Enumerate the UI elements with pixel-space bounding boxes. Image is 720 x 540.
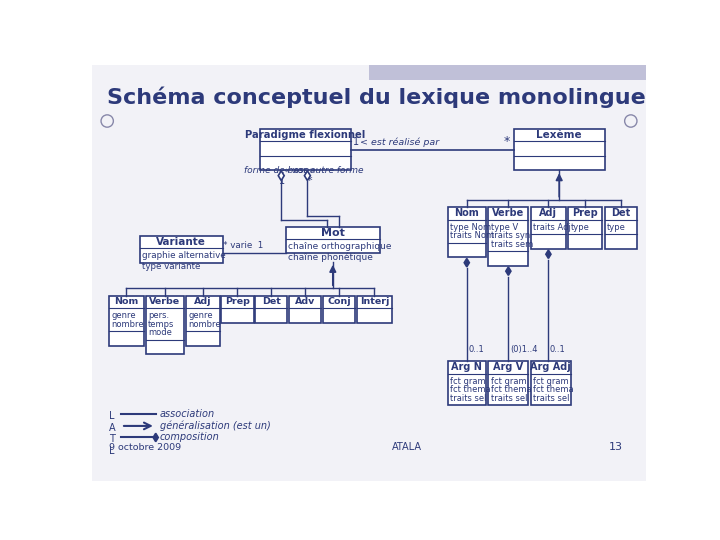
Text: type: type bbox=[571, 222, 590, 232]
Text: < est réalisé par: < est réalisé par bbox=[360, 137, 439, 147]
Bar bbox=[488, 207, 528, 266]
Bar bbox=[221, 296, 253, 323]
Bar bbox=[488, 361, 528, 405]
Text: ATALA: ATALA bbox=[392, 442, 422, 452]
Bar bbox=[448, 361, 486, 405]
Bar bbox=[260, 129, 351, 170]
Text: Adj: Adj bbox=[539, 208, 557, 218]
Polygon shape bbox=[305, 171, 310, 180]
Text: genre: genre bbox=[111, 311, 135, 320]
Text: 13: 13 bbox=[609, 442, 623, 452]
Text: Adj: Adj bbox=[194, 298, 212, 307]
Text: traits syn: traits syn bbox=[490, 231, 530, 240]
Text: Det: Det bbox=[262, 298, 281, 307]
Text: Prep: Prep bbox=[225, 298, 250, 307]
Text: temps: temps bbox=[148, 320, 174, 329]
Text: Lexème: Lexème bbox=[536, 130, 582, 140]
Text: 0..1: 0..1 bbox=[550, 345, 566, 354]
Text: T: T bbox=[109, 434, 114, 444]
Text: Arg Adj: Arg Adj bbox=[531, 362, 571, 373]
Text: Paradigme flexionnel: Paradigme flexionnel bbox=[245, 130, 365, 140]
Bar bbox=[255, 296, 287, 323]
Text: type Nom: type Nom bbox=[450, 222, 491, 232]
Bar bbox=[531, 207, 566, 249]
Text: pers.: pers. bbox=[148, 311, 169, 320]
Bar bbox=[323, 296, 355, 323]
Text: Verbe: Verbe bbox=[149, 298, 181, 307]
Text: fct thema: fct thema bbox=[533, 385, 574, 394]
Text: *: * bbox=[307, 176, 312, 186]
Text: traits sem: traits sem bbox=[490, 240, 533, 248]
Text: Mot: Mot bbox=[321, 228, 345, 238]
Bar bbox=[514, 129, 605, 170]
Text: traits sel: traits sel bbox=[450, 394, 486, 403]
Bar bbox=[109, 296, 144, 346]
Text: type: type bbox=[607, 222, 626, 232]
Text: Adv: Adv bbox=[295, 298, 315, 307]
Bar bbox=[605, 207, 637, 249]
Text: *: * bbox=[504, 135, 510, 148]
Text: Nom: Nom bbox=[114, 298, 138, 307]
Text: fct gram: fct gram bbox=[490, 377, 526, 386]
Bar bbox=[286, 226, 379, 253]
Text: généralisation (est un): généralisation (est un) bbox=[160, 421, 270, 431]
Text: traits sel: traits sel bbox=[490, 394, 527, 403]
Bar bbox=[448, 207, 486, 257]
Text: fct gram: fct gram bbox=[533, 377, 569, 386]
Text: chaîne orthographique
chaîne phonétique: chaîne orthographique chaîne phonétique bbox=[288, 242, 392, 262]
Text: 0..1: 0..1 bbox=[468, 345, 484, 354]
Text: Schéma conceptuel du lexique monolingue: Schéma conceptuel du lexique monolingue bbox=[107, 86, 646, 108]
Text: traits Adj: traits Adj bbox=[533, 222, 571, 232]
Text: traits Nom: traits Nom bbox=[450, 231, 494, 240]
Text: traits sel: traits sel bbox=[533, 394, 570, 403]
Polygon shape bbox=[278, 171, 284, 180]
Text: graphie alternative
type variante: graphie alternative type variante bbox=[142, 251, 225, 271]
Text: 1: 1 bbox=[279, 176, 285, 186]
Bar bbox=[140, 236, 222, 262]
Bar bbox=[289, 296, 321, 323]
Text: Arg V: Arg V bbox=[493, 362, 523, 373]
Text: * varie  1: * varie 1 bbox=[223, 241, 264, 250]
Text: Arg N: Arg N bbox=[451, 362, 482, 373]
Text: fct thema: fct thema bbox=[490, 385, 531, 394]
Text: Nom: Nom bbox=[454, 208, 480, 218]
Text: Verbe: Verbe bbox=[492, 208, 524, 218]
Text: nombre: nombre bbox=[111, 320, 144, 329]
Text: Conj: Conj bbox=[327, 298, 351, 307]
Bar bbox=[145, 296, 184, 354]
Text: type V: type V bbox=[490, 222, 518, 232]
Text: Variante: Variante bbox=[156, 237, 206, 247]
Text: Prep: Prep bbox=[572, 208, 598, 218]
Text: L: L bbox=[109, 411, 114, 421]
Text: fct thema: fct thema bbox=[450, 385, 490, 394]
Text: fct gram: fct gram bbox=[450, 377, 485, 386]
Bar bbox=[356, 296, 392, 323]
Text: forme de base: forme de base bbox=[244, 166, 310, 174]
Text: A: A bbox=[109, 423, 115, 433]
Text: nombre: nombre bbox=[188, 320, 220, 329]
Bar bbox=[369, 65, 647, 80]
Text: L: L bbox=[109, 446, 114, 456]
Text: (0)1..4: (0)1..4 bbox=[510, 345, 537, 354]
Bar bbox=[568, 207, 603, 249]
Text: mode: mode bbox=[148, 328, 172, 337]
Text: « xor »: « xor » bbox=[284, 166, 315, 174]
Text: 1: 1 bbox=[353, 137, 359, 147]
Text: autre forme: autre forme bbox=[310, 166, 364, 174]
Text: Interj: Interj bbox=[360, 298, 389, 307]
Polygon shape bbox=[506, 267, 511, 275]
Polygon shape bbox=[546, 250, 551, 258]
Text: genre: genre bbox=[188, 311, 212, 320]
Bar bbox=[531, 361, 571, 405]
Text: 9 octobre 2009: 9 octobre 2009 bbox=[109, 443, 181, 452]
Polygon shape bbox=[464, 259, 469, 267]
Text: Det: Det bbox=[611, 208, 631, 218]
Text: composition: composition bbox=[160, 433, 220, 442]
Polygon shape bbox=[153, 433, 158, 442]
Bar bbox=[186, 296, 220, 346]
Text: association: association bbox=[160, 409, 215, 420]
